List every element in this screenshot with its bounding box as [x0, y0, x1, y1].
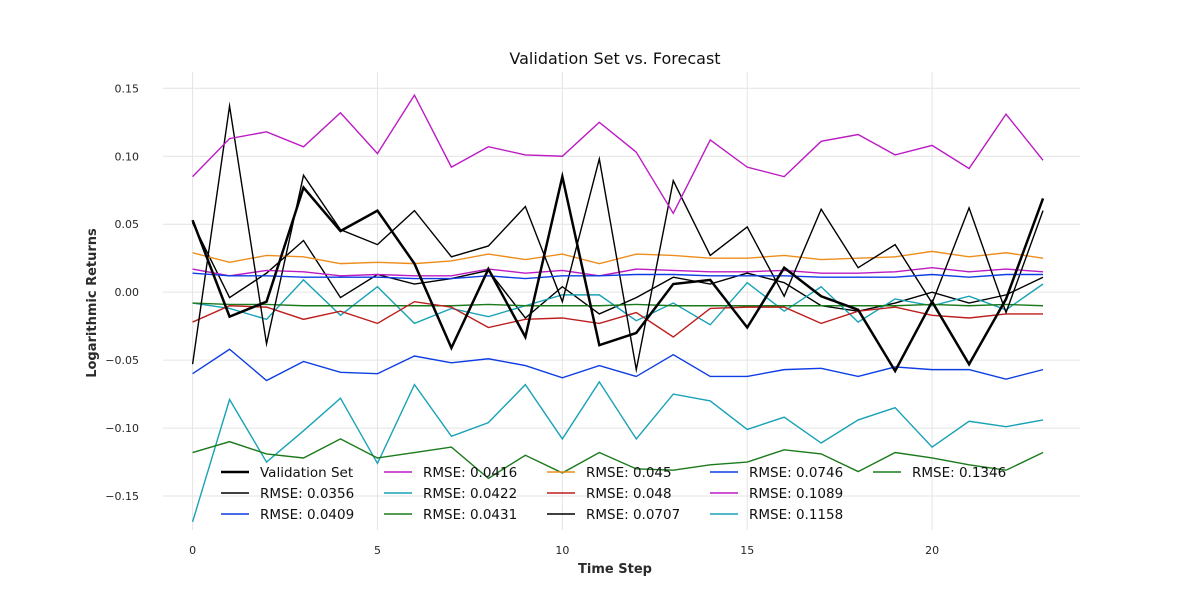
legend-item: RMSE: 0.0707 [547, 507, 680, 523]
series-lines [191, 93, 1045, 523]
legend-label: Validation Set [260, 465, 353, 481]
series-line-10 [192, 93, 1044, 215]
legend-label: RMSE: 0.1158 [749, 507, 843, 523]
legend-label: RMSE: 0.0356 [260, 486, 354, 502]
legend-item: RMSE: 0.0746 [710, 465, 843, 481]
y-tick-label: −0.05 [105, 354, 139, 367]
y-axis-label: Logarithmic Returns [85, 228, 100, 378]
x-axis-label: Time Step [578, 562, 652, 577]
series-line-3 [192, 266, 1044, 277]
legend-label: RMSE: 0.1346 [912, 465, 1006, 481]
x-tick-label: 20 [925, 544, 939, 557]
legend-item: RMSE: 0.0409 [221, 507, 354, 523]
legend-label: RMSE: 0.0416 [423, 465, 517, 481]
x-tick-label: 5 [374, 544, 381, 557]
series-line-12 [192, 438, 1044, 480]
series-line-0 [191, 170, 1045, 374]
y-tick-label: 0.05 [115, 218, 140, 231]
legend-item: RMSE: 0.1089 [710, 486, 843, 502]
legend-label: RMSE: 0.0746 [749, 465, 843, 481]
series-line-8 [191, 101, 1044, 374]
series-line-7 [192, 300, 1044, 338]
legend-label: RMSE: 0.1089 [749, 486, 843, 502]
series-line-9 [192, 272, 1044, 280]
series-line-2 [192, 348, 1044, 382]
legend-item: RMSE: 0.1158 [710, 507, 843, 523]
legend-label: RMSE: 0.0431 [423, 507, 517, 523]
x-tick-label: 15 [740, 544, 754, 557]
legend-item: RMSE: 0.045 [547, 465, 672, 481]
legend-item: RMSE: 0.0356 [221, 486, 354, 502]
x-tick-label: 0 [189, 544, 196, 557]
chart-title: Validation Set vs. Forecast [509, 49, 720, 68]
legend: Validation Set RMSE: 0.0356 RMSE: 0.0409 RM… [221, 465, 1006, 523]
legend-item: Validation Set [221, 465, 353, 481]
series-line-4 [192, 278, 1044, 326]
legend-item: RMSE: 0.1346 [873, 465, 1006, 481]
legend-label: RMSE: 0.048 [586, 486, 672, 502]
tick-labels: −0.15 −0.10 −0.05 0.00 0.05 0.10 0.15 0 5 10 15 20 [105, 82, 939, 557]
series-line-1 [191, 222, 1044, 319]
y-tick-label: −0.15 [105, 490, 139, 503]
y-tick-label: 0.15 [115, 82, 140, 95]
series-line-6 [192, 250, 1044, 265]
y-tick-label: 0.10 [115, 150, 140, 163]
series-line-11 [191, 380, 1044, 523]
legend-item: RMSE: 0.0431 [384, 507, 517, 523]
legend-label: RMSE: 0.0422 [423, 486, 517, 502]
x-tick-label: 10 [555, 544, 569, 557]
legend-item: RMSE: 0.048 [547, 486, 672, 502]
y-tick-label: 0.00 [115, 286, 140, 299]
y-tick-label: −0.10 [105, 422, 139, 435]
series-line-5 [192, 302, 1044, 307]
legend-item: RMSE: 0.0422 [384, 486, 517, 502]
legend-item: RMSE: 0.0416 [384, 465, 517, 481]
legend-label: RMSE: 0.0707 [586, 507, 680, 523]
legend-label: RMSE: 0.045 [586, 465, 672, 481]
legend-label: RMSE: 0.0409 [260, 507, 354, 523]
